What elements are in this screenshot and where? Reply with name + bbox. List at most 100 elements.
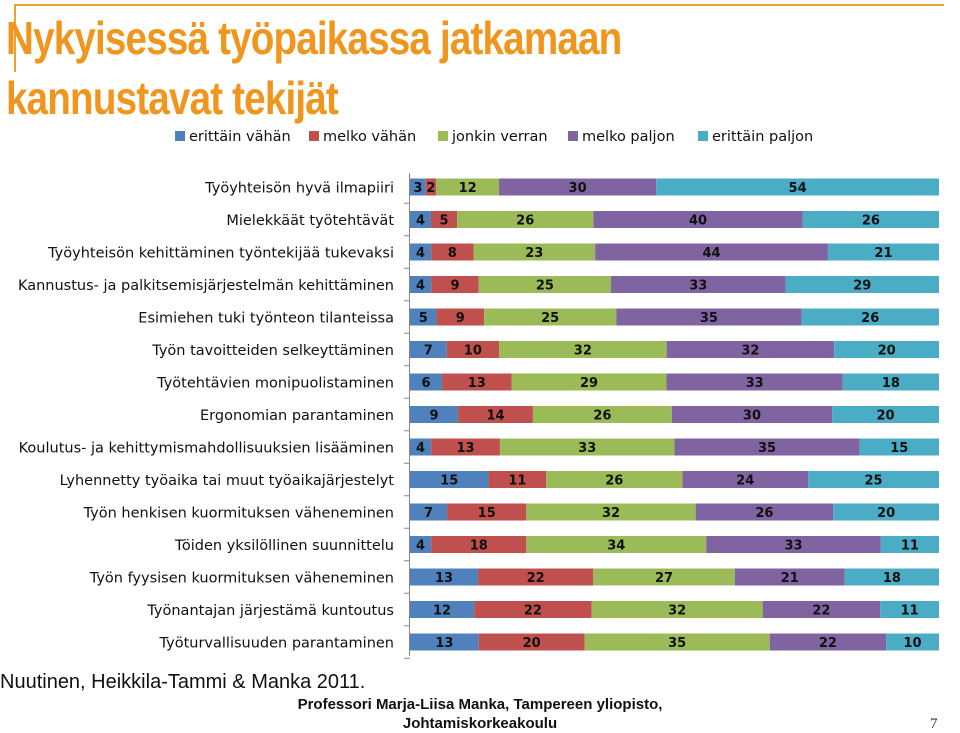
data-label: 15 (440, 474, 458, 489)
bar-segment (447, 503, 527, 521)
bar-segment (436, 308, 485, 326)
bar-segment (802, 211, 939, 228)
data-label: 10 (904, 636, 922, 651)
data-label: 15 (478, 506, 496, 521)
data-label: 26 (862, 214, 880, 229)
bar-segment (880, 536, 939, 553)
data-label: 33 (578, 441, 596, 456)
data-label: 26 (605, 474, 623, 489)
data-label: 35 (700, 311, 718, 326)
bar-segment (484, 308, 617, 326)
bar-segment (526, 503, 696, 521)
bar-segment (473, 243, 596, 261)
bar-segment (762, 601, 881, 618)
category-label: Työn tavoitteiden selkeyttäminen (151, 343, 394, 359)
data-label: 26 (593, 409, 611, 424)
bar-segment (886, 633, 939, 651)
bar-segment (442, 373, 512, 391)
data-label: 35 (668, 636, 686, 651)
data-label: 14 (486, 409, 504, 424)
category-label: Työyhteisön hyvä ilmapiiri (204, 181, 394, 197)
bar-segment (842, 373, 939, 391)
data-label: 9 (456, 311, 465, 326)
category-label: Työn henkisen kuormituksen väheneminen (83, 506, 394, 522)
data-label: 15 (890, 441, 908, 456)
bar-segment (431, 438, 500, 456)
data-label: 10 (464, 344, 482, 359)
bar-segment (834, 341, 939, 358)
bar-segment (532, 406, 672, 423)
bar-segment (410, 601, 475, 618)
data-label: 11 (901, 604, 919, 619)
data-label: 4 (416, 539, 425, 554)
data-label: 13 (435, 636, 453, 651)
bar-segment (844, 568, 939, 586)
bar-segment (446, 341, 500, 358)
bar-segment (671, 406, 833, 423)
data-label: 33 (784, 539, 802, 554)
bar-segment (410, 243, 432, 261)
data-label: 5 (440, 214, 449, 229)
category-label: Esimiehen tuki työnteon tilanteissa (138, 311, 394, 327)
bar-segment (478, 633, 585, 651)
bar-segment (499, 178, 657, 196)
data-label: 4 (416, 279, 425, 294)
bar-segment (457, 211, 594, 228)
bar-segment (593, 568, 735, 586)
bar-segment (695, 503, 834, 521)
legend-swatch (438, 131, 448, 141)
bar-segment (511, 373, 667, 391)
data-label: 27 (655, 571, 673, 586)
bar-segment (808, 471, 939, 488)
bar-segment (666, 341, 835, 358)
bar-segment (410, 536, 432, 553)
data-label: 12 (433, 604, 451, 619)
bar-segment (410, 308, 437, 326)
slide-title-line-2: kannustavat tekijät (6, 72, 339, 124)
data-label: 22 (819, 636, 837, 651)
bar-segment (827, 243, 939, 261)
data-label: 7 (424, 506, 433, 521)
bar-segment (674, 438, 860, 456)
legend-swatch (175, 131, 185, 141)
data-label: 33 (689, 279, 707, 294)
data-label: 2 (426, 181, 435, 196)
data-label: 13 (435, 571, 453, 586)
category-label: Mielekkäät työtehtävät (226, 213, 394, 229)
bar-segment (425, 178, 437, 196)
category-label: Työn fyysisen kuormituksen väheneminen (89, 571, 394, 587)
category-label: Ergonomian parantaminen (200, 408, 394, 424)
bar-segment (611, 276, 786, 293)
data-label: 23 (525, 246, 543, 261)
bar-segment (410, 276, 432, 293)
data-label: 21 (874, 246, 892, 261)
bar-segment (706, 536, 881, 553)
data-label: 32 (668, 604, 686, 619)
data-label: 3 (413, 181, 422, 196)
legend-label: erittäin paljon (712, 129, 813, 145)
data-label: 7 (424, 344, 433, 359)
bar-segment (880, 601, 939, 618)
legend-swatch (568, 131, 578, 141)
data-label: 25 (536, 279, 554, 294)
data-label: 9 (450, 279, 459, 294)
data-label: 26 (861, 311, 879, 326)
data-label: 11 (508, 474, 526, 489)
data-label: 30 (743, 409, 761, 424)
data-label: 21 (781, 571, 799, 586)
bar-segment (584, 633, 770, 651)
bar-segment (410, 438, 432, 456)
data-label: 18 (882, 376, 900, 391)
data-label: 33 (746, 376, 764, 391)
data-label: 12 (459, 181, 477, 196)
data-label: 20 (523, 636, 541, 651)
title-left-rule (14, 4, 16, 72)
data-label: 20 (878, 344, 896, 359)
slide-title: Nykyisessä työpaikassa jatkamaan kannust… (6, 8, 678, 128)
bar-segment (488, 471, 547, 488)
bar-segment (616, 308, 802, 326)
data-label: 54 (789, 181, 807, 196)
slide-title-line-1: Nykyisessä työpaikassa jatkamaan (6, 12, 622, 64)
data-label: 22 (812, 604, 830, 619)
category-label: Työtehtävien monipuolistaminen (156, 376, 394, 392)
